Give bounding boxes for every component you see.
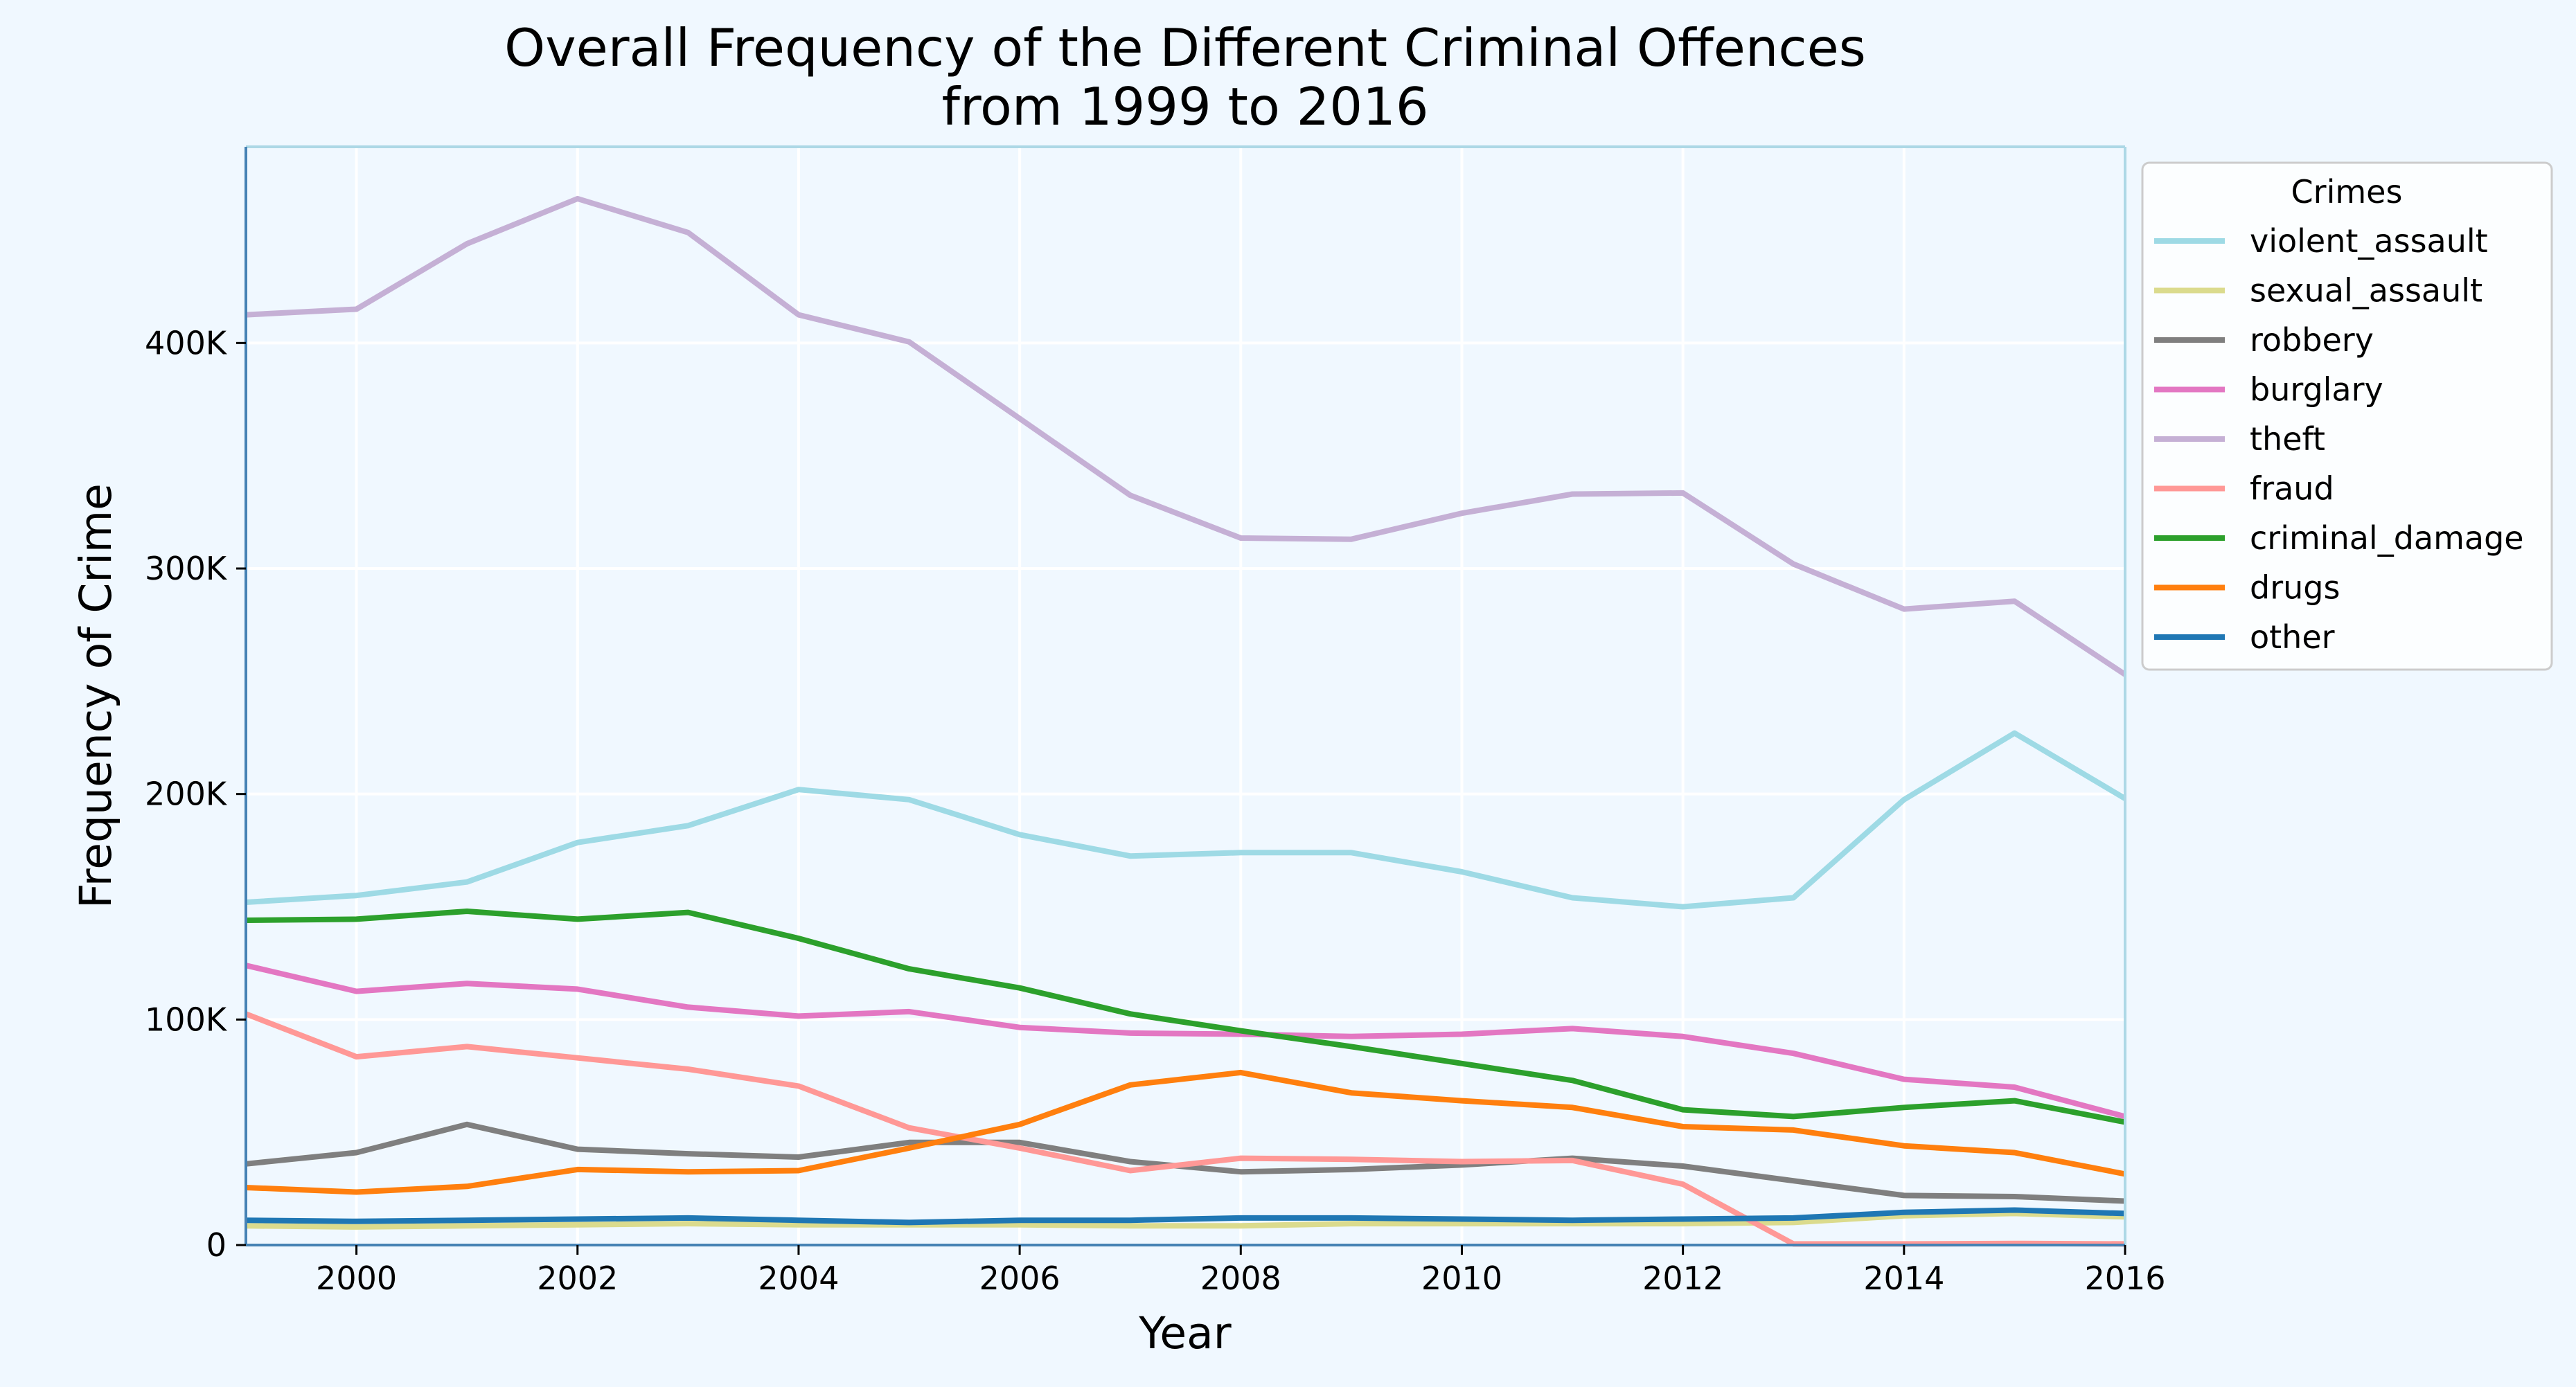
series-line-theft [245,195,2127,677]
x-tick-label-2006: 2006 [979,1260,1060,1297]
series-line-burglary [245,963,2126,1120]
legend-title: Crimes [2291,173,2403,211]
series-line-violent_assault [245,730,2127,910]
legend-label-sexual_assault: sexual_assault [2250,272,2482,310]
plot-area [246,147,2125,1245]
legend-label-drugs: drugs [2250,569,2340,607]
legend-label-fraud: fraud [2250,470,2334,508]
x-tick-label-2002: 2002 [537,1260,618,1297]
x-axis-label: Year [1138,1308,1231,1359]
legend: Crimes violent_assault sexual_assaultrobb… [2141,161,2553,671]
chart-title-line-1: Overall Frequency of the Different Crimi… [504,17,1866,78]
legend-label-theft: theft [2250,420,2325,458]
y-tick-label-300K: 300K [145,550,228,587]
y-tick-label-100K: 100K [145,1001,228,1038]
x-tick-label-2012: 2012 [1642,1260,1723,1297]
x-tick-label-2008: 2008 [1200,1260,1281,1297]
legend-label-burglary: burglary [2250,371,2383,409]
series-line-other [245,1207,2126,1226]
x-tick-label-2004: 2004 [758,1260,839,1297]
legend-label-other: other [2250,618,2335,656]
legend-label-violent_assault: violent_assault [2250,222,2488,260]
legend-label-robbery: robbery [2250,321,2374,359]
x-axis-ticks: 2000 2002 2004 2006 2008 2010 2012 2014 2016 [316,1245,2166,1297]
series-line-criminal_damage [245,909,2126,1125]
plot-frame [245,145,2126,1246]
y-tick-label-200K: 200K [145,776,228,813]
series-lines [245,195,2127,1247]
legend-box [2141,161,2553,671]
series-line-drugs [245,1069,2126,1195]
x-tick-label-2010: 2010 [1421,1260,1502,1297]
chart-title-line-2: from 1999 to 2016 [941,76,1428,137]
series-line-sexual_assault [245,1210,2126,1230]
y-tick-label-0: 0 [206,1226,226,1264]
y-axis-label: Frequency of Crime [71,483,121,909]
legend-label-criminal_damage: criminal_damage [2250,519,2524,557]
y-tick-label-400K: 400K [145,324,228,361]
grid [246,147,2126,1246]
x-tick-label-2000: 2000 [316,1260,397,1297]
x-tick-label-2016: 2016 [2084,1260,2165,1297]
y-axis-ticks: 0 100K 200K 300K 400K [145,324,246,1264]
x-tick-label-2014: 2014 [1863,1260,1944,1297]
